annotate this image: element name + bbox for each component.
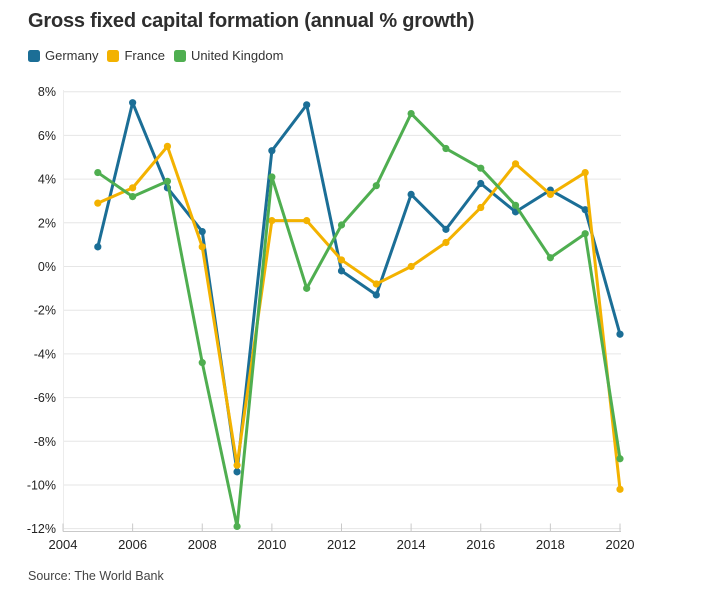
- data-point-united-kingdom-2015: [442, 144, 450, 153]
- data-point-united-kingdom-2007: [163, 177, 172, 185]
- data-point-france-2011: [303, 217, 311, 225]
- x-tick-label: 2018: [536, 537, 565, 552]
- data-point-united-kingdom-2011: [303, 284, 311, 292]
- data-point-france-2018: [546, 190, 554, 199]
- data-point-france-2019: [581, 168, 589, 177]
- data-point-germany-2005: [94, 243, 102, 251]
- data-point-france-2005: [94, 199, 102, 207]
- data-point-france-2014: [407, 262, 415, 271]
- x-tick-label: 2006: [118, 537, 147, 552]
- data-point-germany-2020: [616, 330, 624, 338]
- data-point-united-kingdom-2012: [337, 221, 346, 229]
- data-point-united-kingdom-2018: [546, 254, 554, 262]
- x-tick-label: 2020: [606, 537, 635, 552]
- x-tick-label: 2010: [257, 537, 286, 552]
- data-point-united-kingdom-2014: [407, 109, 415, 118]
- y-tick-label: -10%: [27, 478, 56, 492]
- data-point-germany-2010: [268, 147, 276, 155]
- y-tick-label: 0%: [38, 260, 56, 274]
- data-point-united-kingdom-2016: [477, 164, 485, 172]
- y-tick-label: 4%: [38, 173, 56, 187]
- data-point-france-2010: [268, 217, 276, 225]
- y-tick-label: -12%: [27, 522, 56, 536]
- data-point-germany-2016: [477, 179, 485, 188]
- data-point-germany-2013: [372, 291, 380, 299]
- legend-swatch-france: [107, 49, 120, 62]
- data-point-germany-2008: [198, 227, 206, 236]
- legend-label: United Kingdom: [190, 48, 284, 63]
- data-point-germany-2012: [337, 267, 346, 275]
- legend-item-germany: Germany: [28, 48, 98, 63]
- x-tick-label: 2004: [49, 537, 78, 552]
- data-point-united-kingdom-2008: [198, 359, 206, 367]
- data-point-germany-2014: [407, 190, 415, 199]
- data-point-france-2006: [129, 184, 137, 192]
- data-point-united-kingdom-2005: [94, 168, 102, 177]
- data-point-france-2020: [616, 485, 624, 493]
- y-tick-label: 2%: [38, 216, 56, 230]
- series-line-germany: [96, 101, 622, 474]
- data-point-france-2008: [198, 243, 206, 251]
- x-tick-label: 2016: [466, 537, 495, 552]
- data-point-united-kingdom-2006: [129, 192, 137, 201]
- x-tick-label: 2012: [327, 537, 356, 552]
- y-tick-label: -2%: [34, 304, 56, 318]
- y-tick-label: -4%: [34, 347, 56, 361]
- data-point-germany-2011: [303, 101, 311, 109]
- series-line-united-kingdom: [96, 112, 622, 528]
- y-tick-label: 6%: [38, 129, 56, 143]
- data-point-united-kingdom-2019: [581, 230, 589, 238]
- data-point-germany-2019: [581, 206, 589, 214]
- series-line-france: [96, 144, 622, 491]
- y-tick-label: -8%: [34, 435, 56, 449]
- data-point-france-2012: [337, 256, 346, 264]
- data-point-france-2009: [233, 461, 241, 469]
- x-tick-label: 2008: [188, 537, 217, 552]
- data-point-germany-2015: [442, 225, 450, 233]
- source-note: Source: The World Bank: [28, 569, 164, 583]
- chart-title: Gross fixed capital formation (annual % …: [28, 10, 475, 32]
- legend-label: France: [124, 48, 165, 63]
- data-point-germany-2009: [233, 468, 241, 476]
- legend-item-united-kingdom: United Kingdom: [173, 48, 284, 63]
- legend-item-france: France: [107, 48, 165, 63]
- y-tick-label: 8%: [38, 85, 56, 99]
- data-point-germany-2006: [129, 99, 137, 107]
- legend-swatch-germany: [28, 49, 40, 62]
- data-point-france-2017: [511, 160, 520, 168]
- data-point-united-kingdom-2009: [233, 522, 241, 531]
- chart-legend: Germany France United Kingdom: [28, 48, 283, 63]
- x-tick-label: 2014: [397, 537, 426, 552]
- data-point-united-kingdom-2010: [268, 173, 276, 181]
- legend-label: Germany: [45, 48, 99, 63]
- data-point-france-2016: [477, 203, 485, 212]
- data-point-france-2015: [442, 238, 450, 247]
- data-point-united-kingdom-2017: [511, 201, 520, 209]
- data-point-united-kingdom-2013: [372, 182, 380, 190]
- data-point-france-2013: [372, 280, 380, 288]
- y-tick-label: -6%: [34, 391, 56, 405]
- data-point-united-kingdom-2020: [616, 455, 624, 463]
- legend-swatch-united-kingdom: [173, 49, 186, 62]
- data-point-france-2007: [163, 142, 172, 150]
